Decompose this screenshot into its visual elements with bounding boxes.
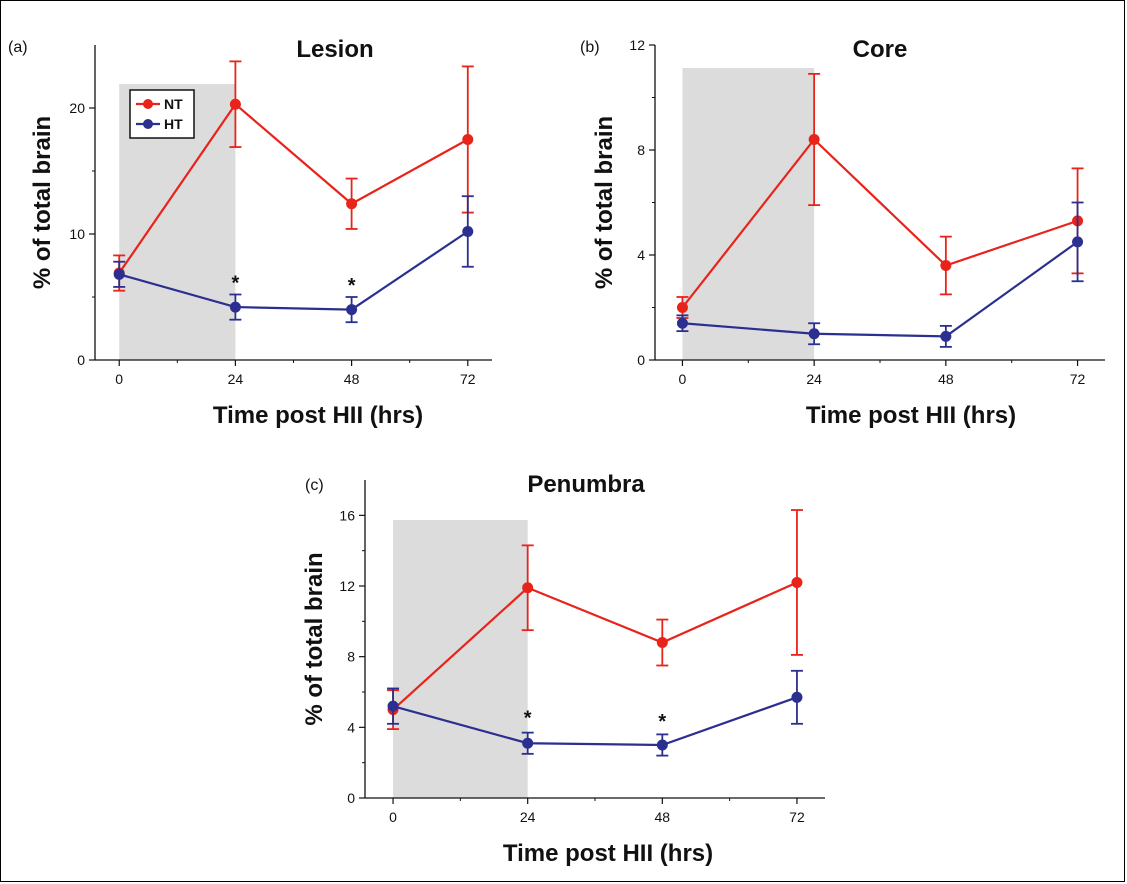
series-line-ht bbox=[118, 230, 469, 311]
x-tick-label: 48 bbox=[344, 371, 360, 387]
panel-label: (c) bbox=[305, 477, 324, 494]
panel-label: (a) bbox=[8, 39, 28, 56]
data-point-nt bbox=[940, 260, 952, 271]
x-tick-label: 24 bbox=[520, 809, 536, 825]
x-tick-label: 72 bbox=[789, 809, 805, 825]
x-tick-label: 24 bbox=[806, 371, 822, 387]
x-tick-label: 48 bbox=[938, 371, 954, 387]
data-point-nt bbox=[808, 134, 820, 145]
y-tick-label: 16 bbox=[339, 507, 355, 523]
data-point-ht bbox=[940, 330, 952, 342]
significance-asterisk: * bbox=[524, 707, 532, 729]
y-tick-label: 4 bbox=[347, 719, 355, 735]
data-point-ht bbox=[462, 225, 474, 237]
x-tick-label: 72 bbox=[1070, 371, 1086, 387]
x-axis-title: Time post HII (hrs) bbox=[503, 840, 713, 867]
x-axis-title: Time post HII (hrs) bbox=[213, 402, 423, 429]
data-point-ht bbox=[387, 700, 399, 712]
significance-asterisk: * bbox=[232, 273, 240, 295]
panel-lesion: 0 10 20 0 24 48 72 * * (a) Lesion Time post HII (hr… bbox=[8, 36, 492, 429]
y-tick-label: 12 bbox=[629, 37, 645, 53]
y-tick-label: 10 bbox=[69, 226, 85, 242]
data-point-nt bbox=[522, 582, 534, 594]
x-tick-label: 72 bbox=[460, 371, 476, 387]
y-tick-label: 8 bbox=[637, 142, 645, 158]
data-point-ht bbox=[113, 268, 125, 280]
y-tick-label: 4 bbox=[637, 247, 645, 263]
legend-label: HT bbox=[164, 116, 183, 132]
data-point-ht bbox=[808, 328, 820, 340]
data-point-ht bbox=[676, 317, 688, 329]
treatment-window-shading bbox=[682, 68, 815, 360]
significance-asterisk: * bbox=[658, 711, 666, 733]
legend-swatch-marker bbox=[143, 119, 153, 129]
significance-asterisk: * bbox=[348, 275, 356, 297]
y-tick-label: 20 bbox=[69, 100, 85, 116]
x-tick-label: 0 bbox=[115, 371, 123, 387]
data-point-nt bbox=[229, 98, 241, 110]
y-tick-label: 0 bbox=[77, 352, 85, 368]
x-tick-label: 24 bbox=[228, 371, 244, 387]
data-point-ht bbox=[791, 691, 803, 703]
data-point-ht bbox=[1072, 236, 1084, 248]
data-point-nt bbox=[791, 576, 803, 588]
data-point-nt bbox=[462, 134, 474, 145]
x-tick-label: 0 bbox=[389, 809, 397, 825]
chart-title: Lesion bbox=[296, 36, 373, 63]
data-point-ht bbox=[346, 304, 358, 316]
y-axis-title: % of total brain bbox=[591, 116, 618, 289]
y-tick-label: 0 bbox=[637, 352, 645, 368]
data-point-ht bbox=[656, 739, 668, 751]
series-line-nt bbox=[392, 581, 798, 711]
y-tick-label: 12 bbox=[339, 578, 355, 594]
x-tick-label: 48 bbox=[655, 809, 671, 825]
y-tick-label: 0 bbox=[347, 790, 355, 806]
chart-title: Core bbox=[853, 36, 908, 63]
data-point-ht bbox=[522, 737, 534, 749]
legend-swatch-marker bbox=[143, 99, 153, 109]
series-line-nt bbox=[118, 102, 469, 274]
panel-label: (b) bbox=[580, 39, 600, 56]
series-line-ht bbox=[682, 240, 1079, 338]
data-point-nt bbox=[676, 302, 688, 313]
data-point-nt bbox=[346, 198, 358, 210]
y-axis-title: % of total brain bbox=[301, 552, 328, 725]
legend-label: NT bbox=[164, 96, 183, 112]
legend: NT HT bbox=[129, 89, 195, 139]
data-point-ht bbox=[229, 301, 241, 313]
y-axis-title: % of total brain bbox=[29, 116, 56, 289]
treatment-window-shading bbox=[393, 520, 528, 798]
legend-box bbox=[129, 89, 195, 139]
data-point-nt bbox=[656, 637, 668, 649]
x-tick-label: 0 bbox=[679, 371, 687, 387]
y-tick-label: 8 bbox=[347, 649, 355, 665]
series-line-nt bbox=[681, 137, 1078, 309]
chart-title: Penumbra bbox=[527, 471, 645, 498]
series-line-ht bbox=[392, 696, 798, 747]
x-axis-title: Time post HII (hrs) bbox=[806, 402, 1016, 429]
